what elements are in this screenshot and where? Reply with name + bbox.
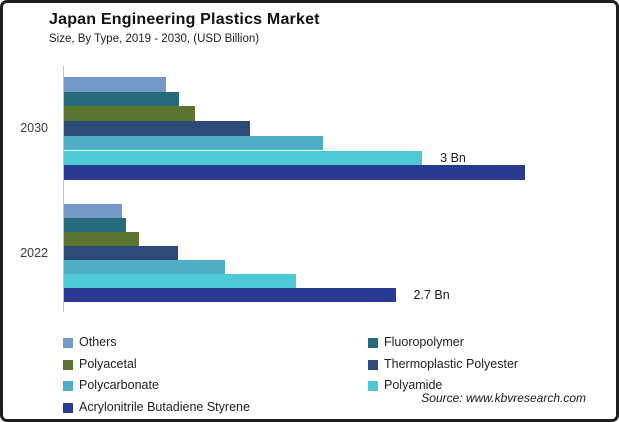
bar-polycarbonate-2022: [64, 260, 225, 274]
bar-polyamide-2030: [64, 150, 423, 166]
bar-thermoplastic-polyester-2022: [64, 246, 178, 260]
bar-polyacetal-2030: [64, 106, 195, 122]
bar-thermoplastic-polyester-2030: [64, 121, 251, 136]
chart-subtitle: Size, By Type, 2019 - 2030, (USD Billion…: [49, 33, 260, 45]
legend-label-polyamide: Polyamide: [384, 378, 443, 392]
bar-fluoropolymer-2022: [64, 218, 126, 232]
legend-label-thermoplastic-polyester: Thermoplastic Polyester: [384, 356, 519, 371]
legend-label-acrylonitrile-butadiene-styrene: Acrylonitrile Butadiene Styrene: [79, 399, 250, 414]
legend-label-fluoropolymer: Fluoropolymer: [384, 335, 464, 349]
source-text: Source: www.kbvresearch.com: [421, 391, 586, 405]
legend-swatch-acrylonitrile-butadiene-styrene: [63, 402, 73, 413]
legend-swatch-polyacetal: [63, 359, 73, 370]
bar-acrylonitrile-butadiene-styrene-2022: [64, 288, 396, 302]
legend-swatch-others: [63, 338, 73, 348]
legend-label-polyacetal: Polyacetal: [79, 356, 137, 371]
bar-others-2022: [64, 204, 123, 218]
legend-label-others: Others: [79, 335, 117, 349]
category-label-2022: 2022: [20, 246, 48, 260]
legend-swatch-thermoplastic-polyester: [368, 359, 378, 370]
bar-polyacetal-2022: [64, 232, 140, 246]
bar-polycarbonate-2030: [64, 135, 323, 151]
legend-label-polycarbonate: Polycarbonate: [79, 378, 159, 392]
chart-title: Japan Engineering Plastics Market: [49, 11, 320, 28]
bar-fluoropolymer-2030: [64, 91, 179, 107]
bar-acrylonitrile-butadiene-styrene-2030: [64, 165, 525, 180]
category-label-2030: 2030: [20, 121, 48, 136]
y-axis-line: [63, 66, 64, 312]
data-label-3-bn-2030: 3 Bn: [440, 150, 466, 165]
bar-others-2030: [64, 77, 166, 92]
bar-polyamide-2022: [64, 274, 297, 288]
legend-swatch-fluoropolymer: [368, 338, 378, 348]
data-label-2-7-bn-2022: 2.7 Bn: [413, 288, 450, 302]
legend-swatch-polycarbonate: [63, 381, 73, 391]
legend-swatch-polyamide: [368, 381, 378, 391]
